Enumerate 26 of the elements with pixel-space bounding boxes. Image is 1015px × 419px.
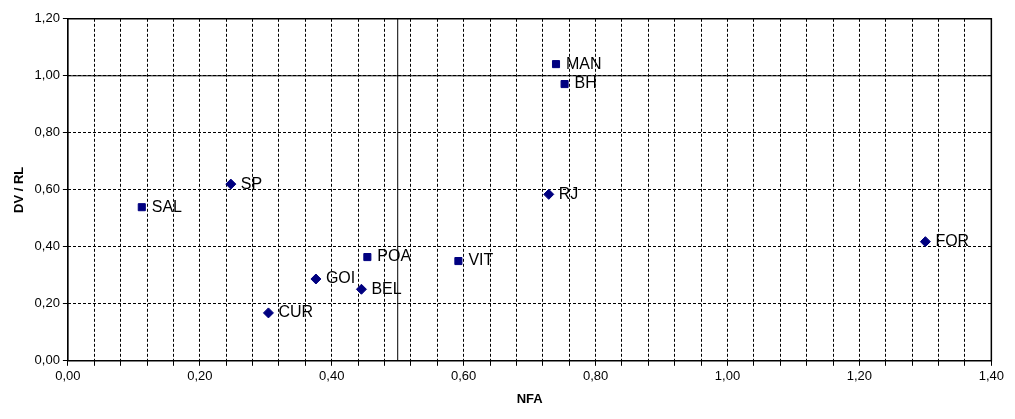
y-axis-title: DV / RL: [11, 166, 27, 213]
annotation: BH: [574, 74, 597, 92]
x-axis-title: NFA: [516, 390, 544, 406]
y-tick-label: 1,20: [34, 10, 60, 26]
x-tick-label: 0,40: [319, 368, 345, 384]
annotation: FOR: [935, 232, 970, 250]
y-tick-label: 0,20: [34, 295, 60, 311]
x-tick-label: 1,20: [846, 368, 873, 384]
y-tick-label: 1,00: [34, 67, 60, 83]
x-tick-label: 0,60: [451, 368, 477, 384]
annotation: MAN: [566, 54, 602, 72]
x-tick-label: 0,20: [187, 368, 213, 384]
annotation: VIT: [468, 251, 494, 269]
x-tick-label: 0,80: [582, 368, 609, 384]
annotation: CUR: [278, 303, 314, 321]
annotation: SP: [240, 174, 263, 192]
y-tick-label: 0,60: [34, 181, 60, 197]
annotation: GOI: [325, 269, 356, 287]
x-tick-label: 1,40: [978, 368, 1005, 384]
x-tick-label: 1,00: [714, 368, 741, 384]
annotation: RJ: [558, 184, 579, 202]
x-tick-label: 0,00: [55, 368, 81, 384]
annotation: SAL: [151, 197, 183, 215]
y-tick-label: 0,40: [34, 238, 60, 254]
y-tick-label: 0,00: [34, 352, 60, 368]
y-tick-label: 0,80: [34, 124, 60, 140]
